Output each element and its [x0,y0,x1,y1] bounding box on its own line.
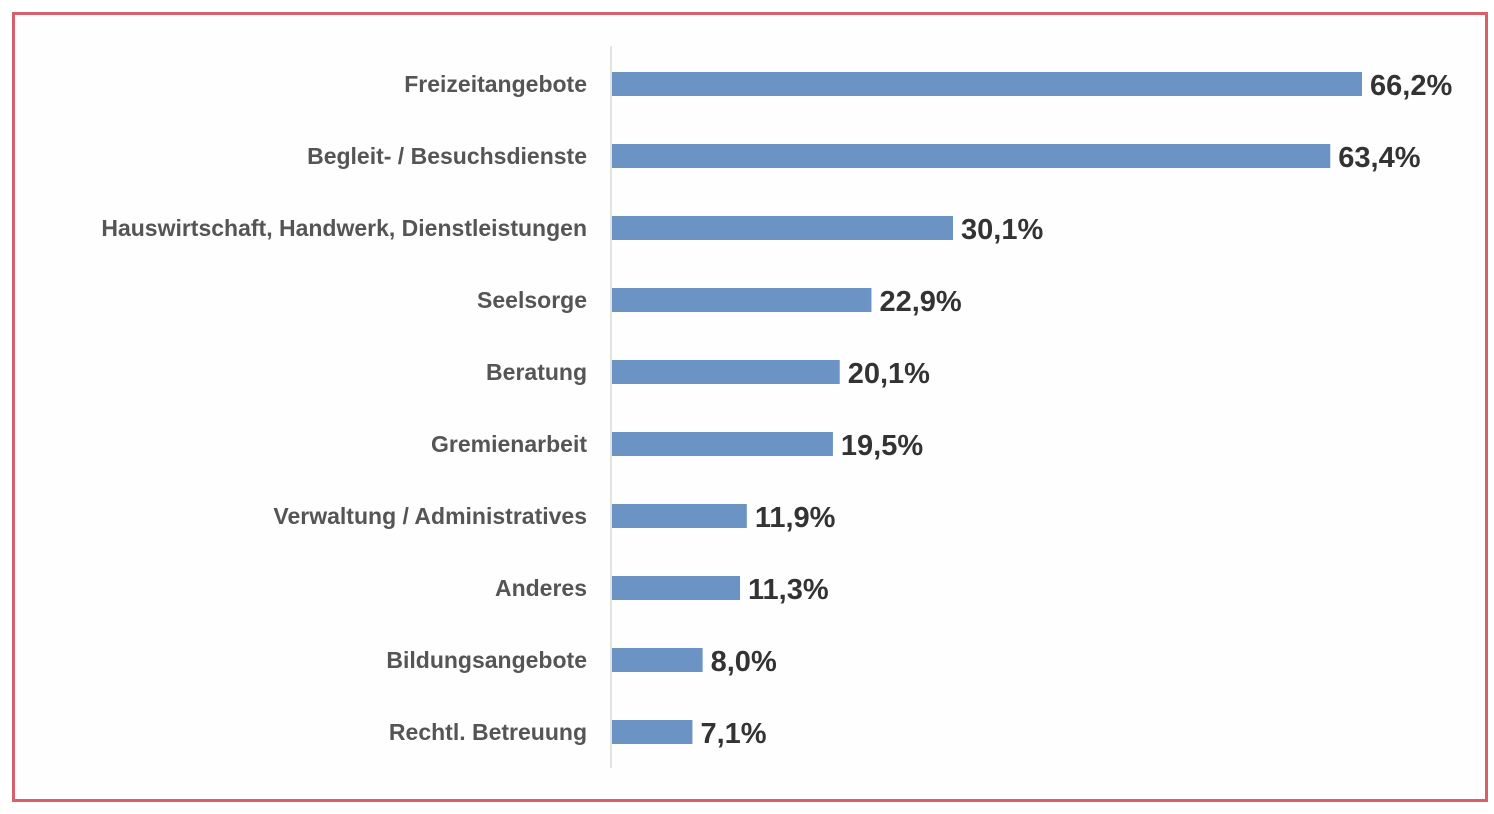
category-label: Rechtl. Betreuung [389,719,587,745]
bar-10 [612,720,693,744]
value-label: 22,9% [879,286,961,318]
value-label: 30,1% [961,214,1043,246]
value-label: 8,0% [711,646,777,678]
chart-frame [12,12,1488,802]
value-label: 20,1% [848,358,930,390]
bars-layer [612,72,1362,744]
value-label: 11,9% [755,502,836,534]
category-label: Bildungsangebote [386,647,587,673]
category-label: Beratung [486,359,587,385]
value-label: 7,1% [700,718,766,750]
category-label: Verwaltung / Administratives [273,503,587,529]
bar-7 [612,504,747,528]
value-label: 11,3% [748,574,829,606]
category-label: Freizeitangebote [404,71,587,97]
labels-layer: Freizeitangebote 66,2% Begleit- / Besuchsd… [101,70,1452,750]
value-label: 63,4% [1338,142,1420,174]
category-label: Hauswirtschaft, Handwerk, Dienstleistung… [101,215,587,241]
bar-1 [612,72,1362,96]
bar-2 [612,144,1331,168]
bar-8 [612,576,741,600]
bar-5 [612,360,840,384]
category-label: Gremienarbeit [431,431,587,457]
value-label: 66,2% [1370,70,1452,102]
bar-3 [612,216,954,240]
category-label: Seelsorge [477,287,587,313]
value-label: 19,5% [841,430,923,462]
category-label: Begleit- / Besuchsdienste [307,143,587,169]
bar-9 [612,648,703,672]
bar-4 [612,288,872,312]
bar-6 [612,432,833,456]
category-label: Anderes [495,575,587,601]
